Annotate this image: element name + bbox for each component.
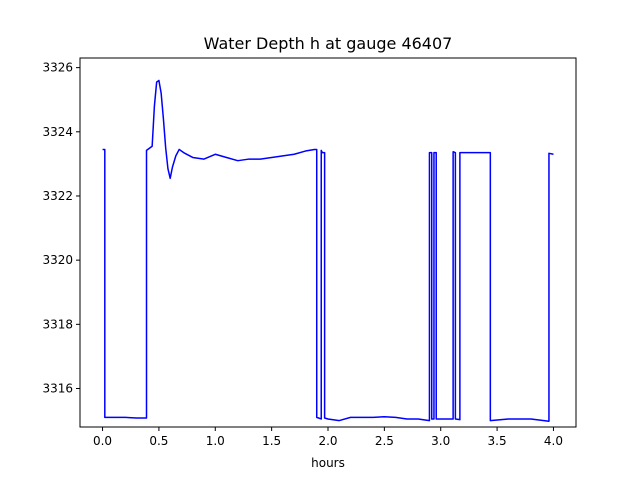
- y-tick-label: 3320: [42, 253, 73, 267]
- y-tick-label: 3326: [42, 61, 73, 75]
- x-tick-label: 0.0: [93, 434, 112, 448]
- x-axis: 0.0 0.5 1.0 1.5 2.0 2.5 3.0 3.5 4.0: [93, 427, 563, 448]
- x-tick-label: 3.5: [488, 434, 507, 448]
- x-tick-label: 3.0: [431, 434, 450, 448]
- x-tick-label: 1.5: [262, 434, 281, 448]
- chart-title: Water Depth h at gauge 46407: [204, 34, 453, 53]
- plot-area: [79, 57, 577, 428]
- x-tick-label: 0.5: [149, 434, 168, 448]
- x-tick-label: 2.5: [375, 434, 394, 448]
- y-tick-label: 3322: [42, 189, 73, 203]
- series-line: [102, 79, 554, 422]
- x-tick-label: 2.0: [318, 434, 337, 448]
- y-tick-label: 3324: [42, 125, 73, 139]
- y-axis: 3316 3318 3320 3322 3324 3326: [42, 61, 80, 395]
- series-layer: [102, 79, 554, 422]
- x-tick-label: 4.0: [544, 434, 563, 448]
- plot-frame: [79, 57, 577, 428]
- y-tick-label: 3318: [42, 317, 73, 331]
- x-tick-label: 1.0: [206, 434, 225, 448]
- y-tick-label: 3316: [42, 381, 73, 395]
- x-axis-label: hours: [311, 456, 345, 470]
